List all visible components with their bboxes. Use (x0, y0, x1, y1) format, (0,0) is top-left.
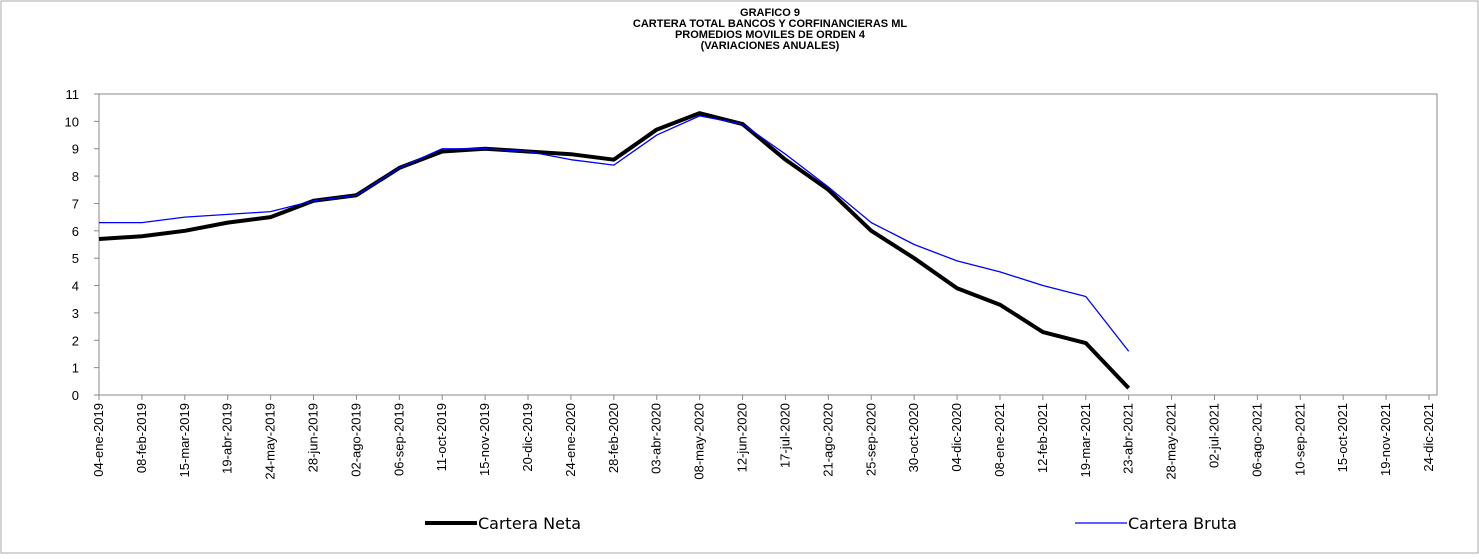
x-tick-label: 15-mar-2019 (177, 403, 192, 477)
x-tick-label: 28-may-2021 (1164, 403, 1179, 480)
chart-title: PROMEDIOS MOVILES DE ORDEN 4 (675, 29, 866, 41)
x-tick-label: 28-jun-2019 (306, 403, 321, 472)
x-tick-label: 04-dic-2020 (949, 403, 964, 472)
y-tick-label: 7 (72, 196, 79, 211)
x-tick-label: 08-may-2020 (692, 403, 707, 480)
y-tick-label: 5 (72, 251, 79, 266)
x-tick-label: 24-ene-2020 (563, 403, 578, 477)
plot-area (98, 93, 1438, 396)
x-tick-label: 12-jun-2020 (735, 403, 750, 472)
legend-label: Cartera Neta (478, 514, 581, 533)
x-tick-label: 11-oct-2019 (434, 403, 449, 471)
x-tick-label: 04-ene-2019 (91, 403, 106, 477)
x-tick-label: 17-jul-2020 (777, 403, 792, 468)
x-tick-label: 25-sep-2020 (863, 403, 878, 476)
x-tick-label: 03-abr-2020 (649, 403, 664, 474)
x-tick-label: 20-dic-2019 (520, 403, 535, 472)
x-tick-label: 24-dic-2021 (1421, 403, 1436, 472)
y-tick-label: 10 (65, 114, 79, 129)
chart-title: GRAFICO 9 (740, 7, 800, 19)
x-tick-label: 30-oct-2020 (906, 403, 921, 472)
x-tick-label: 28-feb-2020 (606, 403, 621, 473)
y-tick-label: 4 (72, 279, 79, 294)
x-tick-label: 19-nov-2021 (1378, 403, 1393, 476)
series-line (98, 111, 1131, 390)
x-tick-label: 02-ago-2019 (348, 403, 363, 477)
y-tick-label: 1 (72, 361, 79, 376)
x-tick-label: 21-ago-2020 (820, 403, 835, 477)
y-tick-label: 9 (72, 142, 79, 157)
x-tick-label: 08-feb-2019 (134, 403, 149, 473)
x-tick-label: 15-nov-2019 (477, 403, 492, 476)
series-line (99, 115, 1130, 352)
x-tick-label: 02-jul-2021 (1206, 403, 1221, 468)
x-tick-label: 08-ene-2021 (992, 403, 1007, 477)
x-tick-label: 19-abr-2019 (220, 403, 235, 474)
y-tick-label: 6 (72, 224, 79, 239)
y-tick-label: 0 (72, 388, 79, 403)
x-tick-label: 12-feb-2021 (1035, 403, 1050, 473)
chart-title: CARTERA TOTAL BANCOS Y CORFINANCIERAS ML (633, 18, 907, 30)
legend-label: Cartera Bruta (1128, 514, 1237, 533)
x-tick-label: 19-mar-2021 (1078, 403, 1093, 477)
y-tick-label: 3 (72, 306, 79, 321)
chart-title: (VARIACIONES ANUALES) (701, 40, 840, 52)
x-tick-label: 24-may-2019 (263, 403, 278, 480)
y-tick-label: 2 (72, 333, 79, 348)
y-tick-label: 11 (66, 87, 80, 102)
y-tick-label: 8 (72, 169, 79, 184)
x-tick-label: 23-abr-2021 (1121, 403, 1136, 474)
x-tick-label: 15-oct-2021 (1335, 403, 1350, 472)
x-tick-label: 06-sep-2019 (391, 403, 406, 476)
x-tick-label: 10-sep-2021 (1292, 403, 1307, 476)
x-tick-label: 06-ago-2021 (1249, 403, 1264, 477)
